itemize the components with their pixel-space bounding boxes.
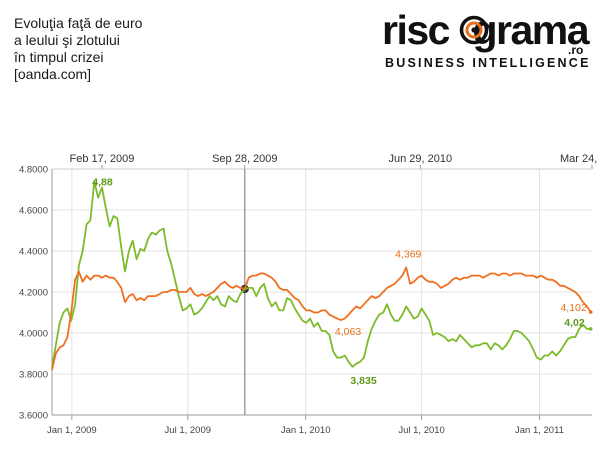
- y-tick-label: 4.8000: [19, 165, 48, 176]
- series-line: [51, 266, 592, 371]
- data-label: 4,369: [395, 248, 421, 260]
- caption-line: a leului şi zlotului: [14, 32, 120, 48]
- data-label: 4,88: [92, 176, 113, 188]
- chart-series: [51, 180, 592, 371]
- data-label: 4,02: [564, 317, 585, 329]
- top-tick-label: Jun 29, 2010: [389, 153, 453, 165]
- logo-suffix: .ro: [568, 43, 583, 57]
- end-point-marker: [588, 327, 593, 331]
- y-tick-label: 4.6000: [19, 206, 48, 217]
- top-tick-label: Feb 17, 2009: [70, 153, 135, 165]
- caption-line: în timpul crizei: [14, 49, 104, 65]
- x-tick-label: Jul 1, 2010: [398, 425, 444, 436]
- data-label: 4,102: [560, 302, 586, 314]
- y-axis: 3.6000 3.8000 4.0000 4.2000 4.4000 4.6000 4.80…: [19, 165, 53, 422]
- series-line: [51, 180, 591, 368]
- logo-tagline: BUSINESS INTELLIGENCE: [385, 56, 589, 70]
- y-tick-label: 3.8000: [19, 370, 48, 381]
- x-tick-label: Jul 1, 2009: [165, 425, 211, 436]
- caption-line: [oanda.com]: [14, 66, 92, 82]
- end-point-marker: [588, 310, 593, 314]
- chart-caption: Evoluţia faţă de euro a leului şi zlotul…: [14, 15, 142, 83]
- chart-grid: [52, 168, 592, 416]
- riscograma-logo: riscograma .ro BUSINESS INTELLIGENCE: [382, 7, 592, 70]
- top-tick-label: Sep 28, 2009: [212, 153, 277, 165]
- x-axis: Jan 1, 2009 Jul 1, 2009 Jan 1, 2010 Jul 1, …: [47, 414, 592, 436]
- caption-line: Evoluţia faţă de euro: [14, 15, 143, 31]
- data-label: 3,835: [350, 375, 376, 387]
- x-tick-label: Jan 1, 2011: [515, 425, 564, 436]
- y-tick-label: 4.0000: [19, 329, 48, 340]
- x-tick-label: Jan 1, 2009: [47, 425, 97, 436]
- logo-target-icon: [459, 15, 489, 45]
- y-tick-label: 4.2000: [19, 288, 48, 299]
- chart-annotations: 4,88 3,835 4,02 4,063 4,369 4,102: [92, 176, 593, 387]
- top-date-axis: Feb 17, 2009 Sep 28, 2009 Jun 29, 2010 Mar …: [52, 153, 600, 170]
- data-label: 4,063: [335, 326, 361, 338]
- y-tick-label: 4.4000: [19, 247, 48, 258]
- x-tick-label: Jan 1, 2010: [281, 425, 331, 436]
- y-tick-label: 3.6000: [19, 411, 48, 422]
- top-tick-label: Mar 24, 2011: [560, 153, 600, 165]
